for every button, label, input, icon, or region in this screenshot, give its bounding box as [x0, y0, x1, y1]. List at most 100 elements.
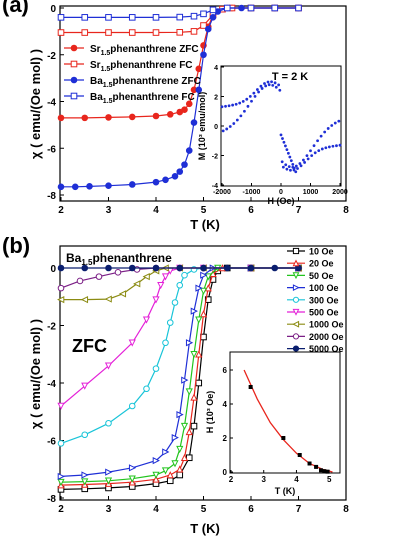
panel-b-data-point — [57, 296, 65, 304]
panel-b-inset-data-point — [248, 385, 253, 389]
panel-a-ytick-label: -2 — [47, 51, 56, 62]
panel-b-data-point — [57, 402, 65, 410]
panel-b-zfc-annotation: ZFC — [72, 336, 107, 356]
panel-a-data-point — [128, 14, 136, 21]
panel-b-data-point — [200, 264, 207, 272]
panel-a-ytick-label: 0 — [50, 4, 56, 15]
panel-b-data-point — [247, 264, 255, 272]
panel-a-inset-data-point — [221, 129, 225, 133]
panel-a-data-point — [71, 183, 79, 191]
panel-b-data-point — [95, 273, 103, 280]
panel-b-data-point — [180, 422, 189, 431]
panel-b-data-point — [128, 475, 136, 483]
panel-b-data-point — [152, 457, 160, 465]
panel-a-data-point — [200, 10, 207, 18]
panel-b-data-point — [157, 281, 165, 290]
panel-a-data-point — [57, 183, 65, 191]
panel-a-inset-data-point — [303, 161, 306, 164]
panel-a-inset-xtick-label: 2000 — [332, 189, 348, 196]
panel-b-data-point — [152, 296, 160, 304]
panel-b-inset-xlabel: T (K) — [275, 486, 296, 496]
panel-a-inset-data-point — [313, 151, 317, 155]
panel-a-inset-xtick-label: -1000 — [243, 189, 261, 196]
panel-b-legend-marker — [292, 345, 300, 352]
panel-b-series-2 — [57, 264, 303, 487]
panel-a-data-point — [204, 25, 212, 33]
legend-name: Ba — [90, 92, 103, 103]
panel-a-xtick-label: 7 — [296, 205, 302, 216]
panel-a-inset-data-point — [298, 162, 302, 165]
panel-a-inset-data-point — [248, 94, 252, 98]
panel-b-data-point — [180, 453, 189, 462]
panel-b-inset-xtick-label: 4 — [294, 475, 299, 484]
panel-b-xtick-label: 5 — [201, 504, 207, 515]
panel-a-inset-data-point — [287, 165, 291, 169]
panel-b-data-point — [128, 464, 137, 472]
legend-name: Sr — [90, 44, 101, 55]
panel-b-ytick-label: -2 — [47, 322, 56, 333]
legend-name-rest: phenanthrene FC — [110, 60, 192, 71]
panel-b-data-point — [57, 284, 65, 292]
panel-a-inset-data-point — [256, 88, 259, 91]
panel-b-legend-marker — [292, 296, 300, 303]
panel-b-inset-ytick-label: 0 — [223, 468, 228, 477]
panel-a-data-point — [128, 113, 136, 121]
panel-a-data-point — [105, 14, 112, 21]
panel-a-inset-data-point — [286, 151, 290, 155]
panel-b-data-point — [143, 385, 150, 393]
panel-a-data-point — [195, 86, 203, 94]
panel-b-inset-ylabel: H (10³ Oe) — [205, 391, 215, 434]
panel-a-inset-data-point — [271, 83, 275, 87]
panel-b-data-point — [185, 388, 193, 396]
panel-a-data-point — [176, 29, 184, 36]
panel-b-data-point — [80, 296, 89, 304]
panel-a-data-point — [57, 29, 65, 36]
panel-a-inset-ytick-label: -2 — [212, 154, 218, 161]
panel-a-inset-data-point — [274, 85, 278, 89]
panel-a-inset-data-point — [245, 97, 249, 101]
panel-b-data-point — [152, 471, 160, 479]
panel-b-legend-marker — [292, 259, 300, 267]
legend-name: Ba — [90, 76, 103, 87]
panel-b-data-point — [128, 339, 136, 347]
panel-b-ylabel: χ ( emu/(Oe mol) ) — [28, 319, 43, 429]
panel-a-inset-data-point — [252, 91, 256, 95]
panel-a-inset-data-point — [331, 144, 335, 148]
panel-a-inset-data-point — [285, 167, 289, 171]
panel-a-inset-data-point — [319, 134, 323, 138]
panel-b-legend-marker — [292, 308, 300, 316]
panel-b-legend-entry: 10 Oe — [309, 247, 334, 257]
panel-a-data-point — [190, 28, 198, 35]
panel-b-data-point — [166, 477, 174, 485]
panel-a-xtick-label: 5 — [201, 205, 207, 216]
panel-a-inset-ytick-label: 0 — [214, 124, 218, 131]
panel-b-ytick-label: -6 — [47, 437, 56, 448]
panel-a-inset-data-point — [260, 87, 264, 90]
panel-a: (a) 2 3 4 5 6 7 80-2-4-6-8 Sr1.5phenanthrene Z… — [2, 0, 349, 216]
panel-a-inset-data-point — [309, 149, 312, 153]
panel-a-inset-data-point — [241, 100, 245, 103]
panel-a-xtick-label: 4 — [153, 205, 159, 216]
panel-b-data-point — [81, 264, 89, 272]
panel-b-data-point — [142, 273, 150, 281]
panel-b-legend-entry: 100 Oe — [309, 283, 339, 293]
panel-b-xtick-label: 3 — [106, 504, 112, 515]
panel-a-data-point — [190, 119, 198, 126]
panel-a-inset-data-point — [253, 94, 257, 98]
panel-a-inset-frame — [220, 65, 342, 187]
panel-a-inset-data-point — [273, 81, 277, 85]
panel-a-inset-data-point — [246, 104, 250, 108]
panel-a-inset-data-point — [316, 139, 319, 143]
panel-a-inset-data-point — [305, 154, 309, 158]
panel-a-inset-data-point — [228, 125, 232, 128]
panel-b-inset-xtick-label: 2 — [229, 475, 234, 484]
panel-a-inset-data-point — [288, 155, 292, 159]
panel-a-inset-data-point — [294, 164, 298, 168]
panel-a-inset-data-point — [306, 157, 310, 161]
panel-b-inset-ytick-label: 4 — [223, 400, 228, 409]
panel-b-data-point — [128, 402, 136, 410]
panel-a-data-point — [105, 182, 112, 189]
panel-b-inset-data-point — [297, 453, 302, 457]
